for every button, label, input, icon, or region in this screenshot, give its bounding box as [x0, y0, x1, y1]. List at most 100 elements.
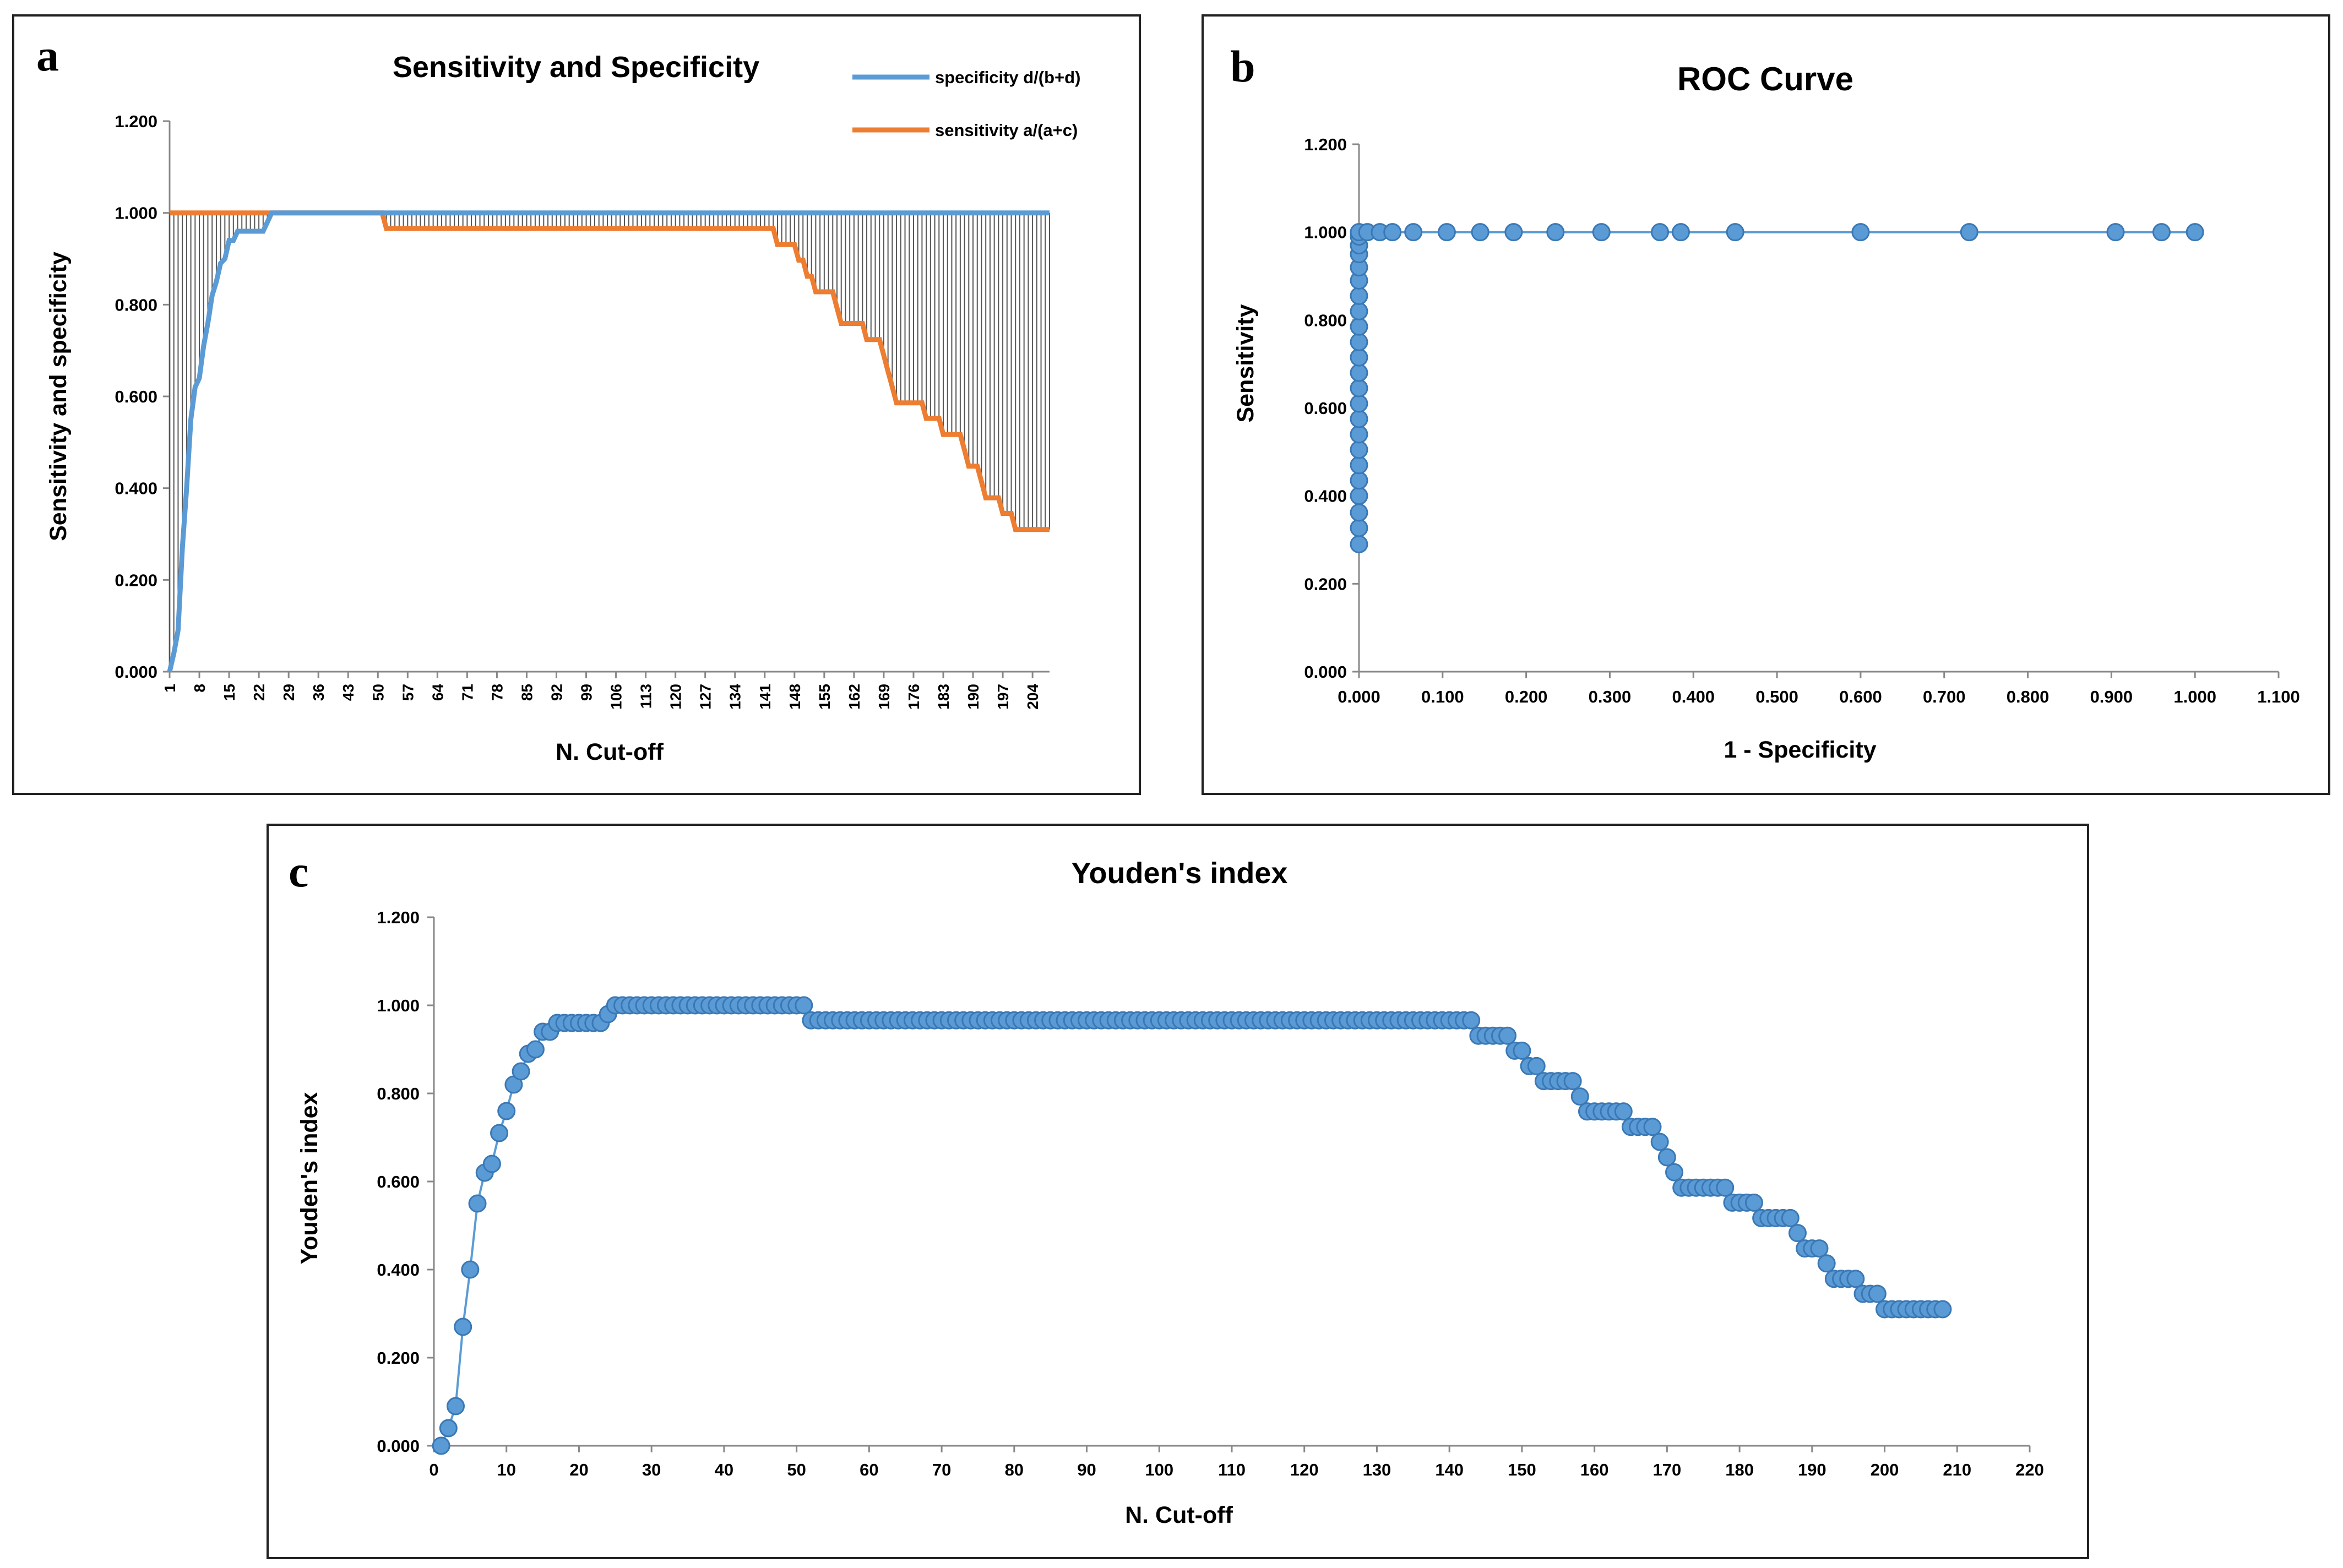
x-tick-label: 160: [1580, 1460, 1609, 1479]
x-tick-label: 180: [1725, 1460, 1754, 1479]
x-tick-label: 60: [860, 1460, 878, 1479]
legend-label-specificity: specificity d/(b+d): [935, 68, 1080, 87]
x-tick-label: 1: [161, 684, 178, 693]
x-tick-label: 0.200: [1505, 687, 1548, 706]
youden-point: [1933, 1300, 1952, 1319]
y-tick-label: 0.400: [115, 479, 157, 498]
y-tick-label: 0.600: [1304, 399, 1347, 418]
youden-point: [1643, 1118, 1662, 1136]
youden-point: [1527, 1057, 1546, 1075]
youden-point: [497, 1102, 516, 1120]
y-tick-label: 0.200: [377, 1348, 420, 1368]
youden-point: [1810, 1239, 1829, 1258]
y-tick-label: 0.800: [377, 1084, 420, 1103]
x-axis-label: 1 - Specificity: [1724, 737, 1876, 763]
roc-point: [1651, 223, 1670, 242]
youden-point: [454, 1317, 472, 1336]
youden-point: [1563, 1072, 1582, 1091]
youden-point: [490, 1124, 509, 1142]
roc-point: [1350, 348, 1368, 367]
x-tick-label: 1.100: [2257, 687, 2300, 706]
roc-point: [1726, 223, 1744, 242]
x-tick-label: 169: [876, 684, 893, 710]
chart-title: Sensitivity and Specificity: [393, 51, 759, 84]
roc-point: [1350, 302, 1368, 320]
youden-point: [1716, 1178, 1735, 1197]
roc-point: [1350, 286, 1368, 305]
roc-point: [1471, 223, 1489, 242]
y-tick-label: 0.000: [115, 662, 157, 682]
x-tick-label: 22: [251, 684, 268, 701]
roc-point: [1350, 487, 1368, 505]
roc-point: [1350, 503, 1368, 522]
roc-point: [1960, 223, 1978, 242]
youden-point: [447, 1397, 465, 1415]
roc-point: [1350, 425, 1368, 444]
y-tick-label: 0.800: [115, 295, 157, 314]
x-tick-label: 64: [429, 684, 446, 701]
x-tick-label: 183: [935, 684, 952, 710]
x-tick-label: 148: [786, 684, 803, 710]
x-tick-label: 120: [667, 684, 684, 710]
y-axis-label: Sensitivity and specificity: [45, 252, 72, 541]
roc-point: [2152, 223, 2171, 242]
youden-point: [1817, 1254, 1836, 1273]
x-tick-label: 0.800: [2007, 687, 2050, 706]
panel-label-a: a: [36, 30, 59, 80]
roc-point: [1350, 471, 1368, 490]
roc-point: [1350, 317, 1368, 336]
youden-point: [482, 1155, 501, 1173]
x-tick-label: 127: [697, 684, 714, 710]
roc-point: [1350, 363, 1368, 382]
roc-point: [1404, 223, 1423, 242]
y-tick-label: 1.000: [1304, 223, 1347, 242]
y-tick-label: 0.800: [1304, 311, 1347, 330]
x-tick-label: 70: [932, 1460, 951, 1479]
x-tick-label: 210: [1943, 1460, 1971, 1479]
y-tick-label: 0.600: [115, 387, 157, 406]
chart-b: b ROC Curve 0.000 0.200 0.400 0.600 0.800 1.000…: [1230, 41, 2300, 763]
youden-point: [461, 1260, 480, 1279]
x-tick-label: 0.000: [1338, 687, 1380, 706]
y-tick-label: 0.400: [1304, 487, 1347, 506]
panel-label-c: c: [289, 846, 308, 896]
youden-point: [1650, 1133, 1669, 1151]
x-tick-label: 134: [727, 684, 744, 710]
y-tick-label: 0.200: [115, 570, 157, 590]
x-tick-label: 120: [1290, 1460, 1319, 1479]
x-tick-label: 190: [1798, 1460, 1826, 1479]
x-tick-label: 92: [548, 684, 566, 701]
y-tick-label: 0.600: [377, 1172, 420, 1191]
x-tick-label: 200: [1871, 1460, 1899, 1479]
y-tick-label: 0.400: [377, 1260, 420, 1280]
x-tick-label: 141: [757, 684, 774, 710]
roc-point: [1851, 223, 1870, 242]
roc-point: [1350, 535, 1368, 553]
x-tick-label: 43: [340, 684, 357, 701]
x-tick-label: 170: [1652, 1460, 1681, 1479]
x-tick-label: 80: [1005, 1460, 1024, 1479]
y-tick-label: 1.000: [377, 996, 420, 1015]
x-tick-label: 0.400: [1672, 687, 1715, 706]
youden-point: [1462, 1011, 1481, 1030]
x-tick-label: 30: [642, 1460, 661, 1479]
x-tick-label: 0.600: [1839, 687, 1882, 706]
panel-a: a Sensitivity and Specificity 0.000 0.200 0.…: [12, 14, 1141, 795]
youden-line: [440, 1004, 1943, 1446]
panel-b: b ROC Curve 0.000 0.200 0.400 0.600 0.800 1.000…: [1202, 14, 2330, 795]
x-tick-label: 113: [638, 684, 655, 709]
x-tick-label: 0.700: [1923, 687, 1966, 706]
youden-point: [1498, 1026, 1517, 1045]
x-axis-label: N. Cut-off: [556, 739, 664, 765]
youden-point: [1846, 1270, 1865, 1288]
x-tick-label: 0: [429, 1460, 438, 1479]
x-tick-label: 90: [1077, 1460, 1096, 1479]
x-tick-label: 0.500: [1755, 687, 1798, 706]
x-tick-label: 15: [221, 684, 238, 701]
roc-point: [1350, 456, 1368, 475]
youden-point: [432, 1436, 450, 1455]
roc-point: [1672, 223, 1690, 242]
roc-point: [1546, 223, 1565, 242]
roc-point: [1350, 410, 1368, 428]
panel-label-b: b: [1230, 41, 1255, 91]
